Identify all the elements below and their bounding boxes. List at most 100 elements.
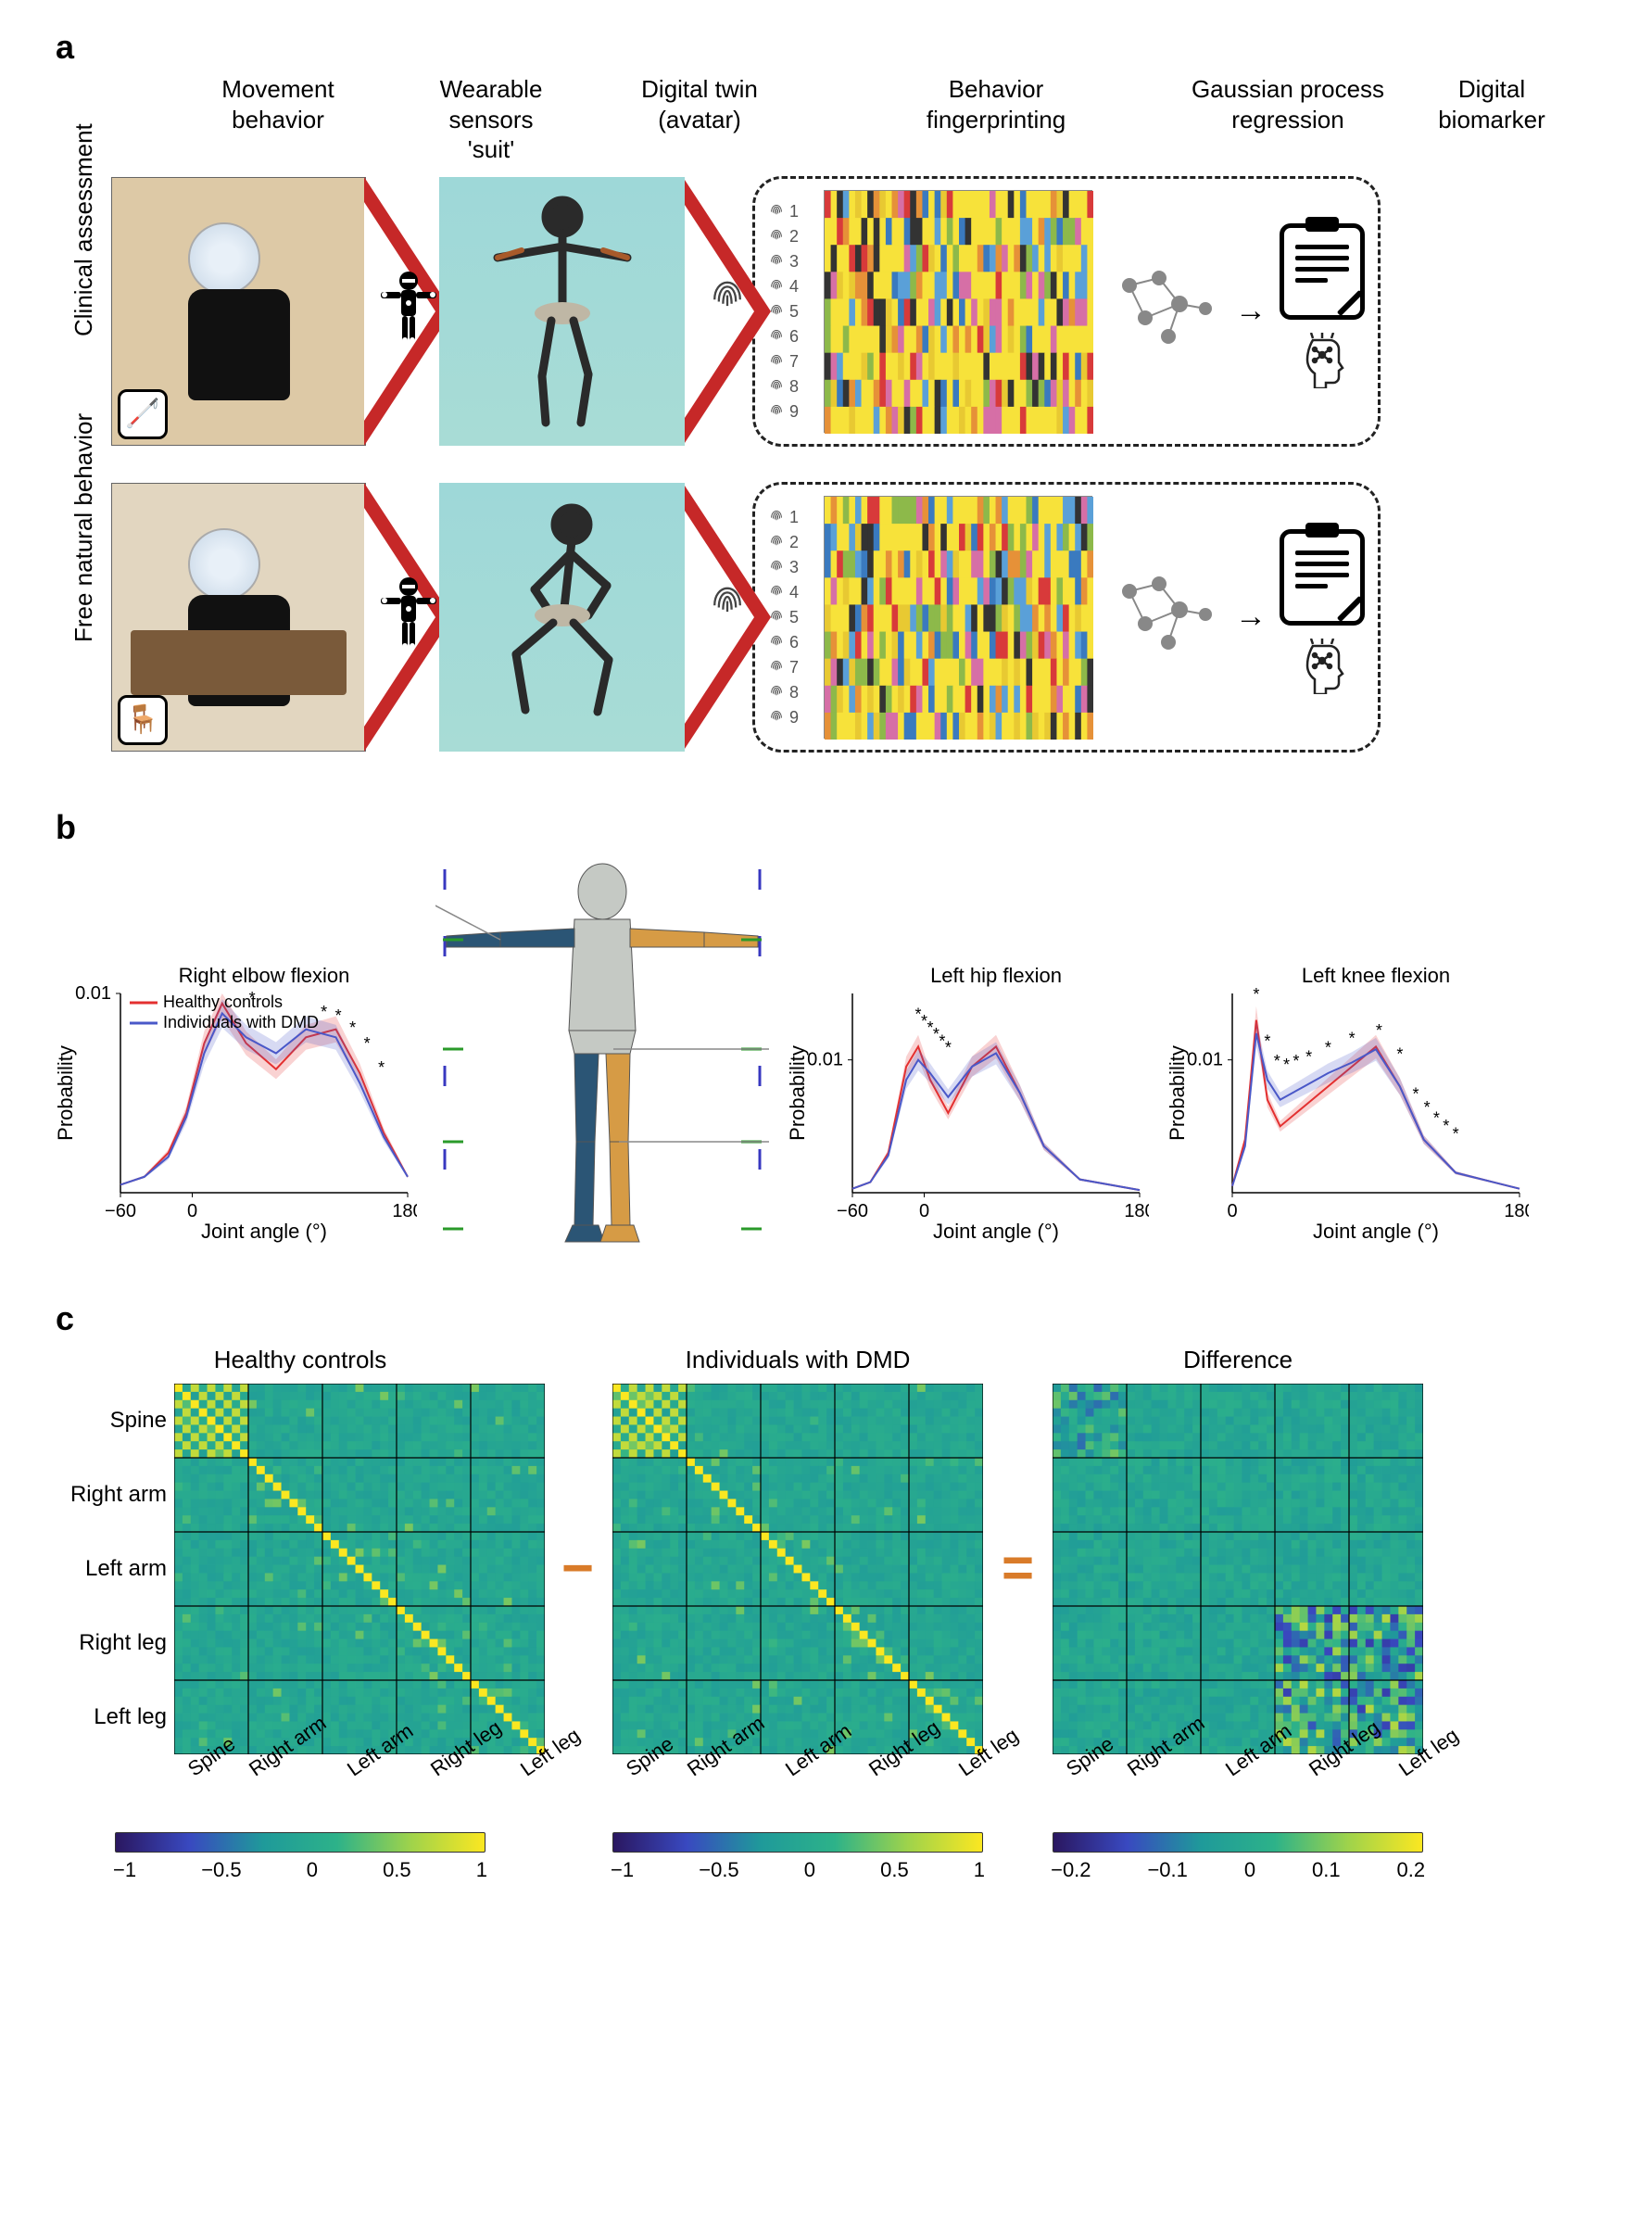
svg-text:*: *: [1443, 1117, 1449, 1135]
header-4: Gaussian processregression: [1167, 74, 1408, 165]
minus-icon: −: [561, 1536, 594, 1600]
svg-text:180: 180: [1504, 1201, 1529, 1221]
fingerprint-item: 1: [768, 506, 816, 527]
ai-head-icon: [1294, 333, 1350, 398]
matrix-block: DifferenceSpineRight armLeft armRight le…: [1051, 1346, 1425, 1882]
colorbar-tick: −0.5: [699, 1858, 738, 1882]
row-label: Clinical assessment: [69, 285, 98, 336]
fingerprint-item: 4: [768, 581, 816, 602]
panel-a: MovementbehaviorWearablesensors'suit'Dig…: [56, 74, 1596, 753]
matrix-title: Healthy controls: [214, 1346, 386, 1374]
correlation-matrix: [1053, 1384, 1423, 1754]
colorbar-tick: 0.5: [880, 1858, 909, 1882]
fingerprint-item: 9: [768, 706, 816, 727]
svg-text:Right elbow flexion: Right elbow flexion: [179, 966, 350, 987]
svg-text:Probability: Probability: [1167, 1045, 1189, 1141]
gpr-network-icon: [1113, 267, 1215, 355]
svg-text:*: *: [1376, 1020, 1382, 1039]
fingerprint-item: 3: [768, 250, 816, 272]
digital-twin-avatar: [439, 483, 685, 752]
ai-head-icon: [1294, 639, 1350, 704]
colorbar-tick: 1: [476, 1858, 487, 1882]
pipeline-row-1: Free natural behavior🪑 1 2 3: [56, 482, 1596, 753]
panel-a-headers: MovementbehaviorWearablesensors'suit'Dig…: [56, 74, 1596, 165]
svg-text:*: *: [364, 1034, 371, 1053]
photo: 🦯: [111, 177, 366, 446]
probability-chart-0: 0.01−600180******Joint angle (°)Probabil…: [56, 966, 417, 1244]
chevron-arrow: [683, 177, 771, 446]
header-5: Digitalbiomarker: [1408, 74, 1575, 165]
svg-text:*: *: [1325, 1038, 1331, 1056]
svg-text:−60: −60: [837, 1201, 868, 1221]
header-2: Digital twin(avatar): [574, 74, 825, 165]
svg-text:*: *: [1424, 1098, 1431, 1117]
svg-text:*: *: [1413, 1084, 1419, 1103]
svg-text:0.01: 0.01: [807, 1049, 843, 1069]
fingerprint-list: 1 2 3 4 5 6 7 8 9: [768, 200, 816, 422]
svg-text:*: *: [1274, 1051, 1280, 1069]
panel-b: 0.01−600180******Joint angle (°)Probabil…: [56, 854, 1596, 1244]
svg-text:*: *: [378, 1058, 385, 1077]
svg-text:*: *: [1349, 1029, 1356, 1047]
colorbar: [612, 1832, 983, 1853]
colorbar-tick: 1: [974, 1858, 985, 1882]
svg-text:*: *: [1305, 1047, 1312, 1066]
correlation-matrix: [174, 1384, 545, 1754]
matrix-block: Healthy controlsSpineRight armLeft armRi…: [56, 1346, 545, 1882]
arrow-icon: →: [1235, 293, 1267, 329]
fingerprint-item: 6: [768, 631, 816, 652]
colorbar: [1053, 1832, 1423, 1853]
matrix-title: Difference: [1183, 1346, 1293, 1374]
fingerprint-item: 1: [768, 200, 816, 221]
y-label: Left leg: [56, 1704, 167, 1730]
fingerprint-item: 5: [768, 300, 816, 322]
fingerprint-item: 7: [768, 350, 816, 372]
svg-text:*: *: [1433, 1108, 1440, 1127]
svg-text:Joint angle (°): Joint angle (°): [933, 1220, 1059, 1243]
clipboard-icon: [1280, 223, 1365, 320]
svg-text:Left knee flexion: Left knee flexion: [1302, 966, 1450, 987]
fingerprint-list: 1 2 3 4 5 6 7 8 9: [768, 506, 816, 727]
probability-chart-1: 0.01−600180******Joint angle (°)Probabil…: [788, 966, 1149, 1244]
colorbar-tick: 0.1: [1312, 1858, 1341, 1882]
colorbar-tick: 0: [804, 1858, 815, 1882]
fingerprint-item: 7: [768, 656, 816, 677]
svg-text:*: *: [321, 1002, 327, 1020]
pipeline-row-0: Clinical assessment🦯 1 2 3: [56, 176, 1596, 447]
header-3: Behaviorfingerprinting: [825, 74, 1167, 165]
colorbar-tick: −0.5: [201, 1858, 241, 1882]
fingerprint-item: 3: [768, 556, 816, 577]
panel-c-label: c: [56, 1299, 1596, 1338]
panel-c: Healthy controlsSpineRight armLeft armRi…: [56, 1346, 1596, 1882]
y-label: Left arm: [56, 1556, 167, 1582]
arrow-icon: →: [1235, 599, 1267, 635]
svg-text:*: *: [335, 1006, 342, 1025]
fingerprint-item: 8: [768, 375, 816, 397]
svg-text:0: 0: [1227, 1201, 1237, 1221]
svg-text:0: 0: [919, 1201, 929, 1221]
probability-chart-2: 0.010180***************Joint angle (°)Pr…: [1167, 966, 1529, 1244]
svg-text:*: *: [1396, 1044, 1403, 1063]
fingerprint-heatmap: [825, 497, 1093, 740]
svg-text:Probability: Probability: [788, 1045, 809, 1141]
fingerprint-item: 6: [768, 325, 816, 347]
panel-b-label: b: [56, 808, 1596, 847]
analysis-group: 1 2 3 4 5 6 7 8 9 →: [752, 482, 1381, 753]
colorbar-tick: −0.1: [1147, 1858, 1187, 1882]
fingerprint-heatmap: [825, 191, 1093, 434]
svg-text:180: 180: [392, 1201, 417, 1221]
colorbar-tick: 0.2: [1397, 1858, 1426, 1882]
colorbar-tick: 0.5: [383, 1858, 411, 1882]
colorbar-tick: −0.2: [1051, 1858, 1091, 1882]
svg-text:−60: −60: [105, 1201, 136, 1221]
svg-text:*: *: [1264, 1031, 1270, 1050]
svg-text:Probability: Probability: [56, 1045, 77, 1141]
svg-text:Left hip flexion: Left hip flexion: [930, 966, 1062, 987]
matrix-block: Individuals with DMDSpineRight armLeft a…: [611, 1346, 985, 1882]
svg-text:*: *: [945, 1038, 952, 1056]
svg-text:Individuals with DMD: Individuals with DMD: [163, 1013, 319, 1031]
svg-text:0.01: 0.01: [75, 983, 111, 1004]
fingerprint-item: 4: [768, 275, 816, 297]
colorbar-tick: −1: [113, 1858, 136, 1882]
colorbar-tick: −1: [611, 1858, 634, 1882]
